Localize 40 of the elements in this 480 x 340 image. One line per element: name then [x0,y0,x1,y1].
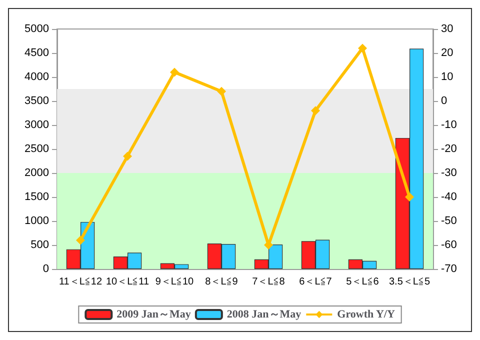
y2-tick-label: 10 [441,71,454,83]
point [123,152,132,161]
x-tick-label: 7＜L≦8 [252,276,286,288]
point [311,106,320,116]
point [405,192,414,202]
y-tick-label: 5000 [24,23,49,35]
x-tick-label: 11＜L≦12 [58,276,102,288]
legend-label: 2008 Jan～May [226,308,302,320]
y2-tick-label: -60 [441,239,457,251]
point [76,236,85,245]
x-tick-label: 3.5＜L≦5 [388,276,430,288]
y2-tick-label: 20 [441,47,454,59]
y2-tick-label: -40 [441,191,457,203]
y-tick-label: 500 [30,239,49,251]
y2-tick-label: -10 [441,119,457,131]
y-tick-label: 3000 [24,119,49,131]
y2-tick-label: 0 [441,95,448,107]
x-tick-label: 10＜L≦11 [106,276,150,288]
y-tick-label: 0 [42,263,49,275]
y2-tick-label: -20 [441,143,457,155]
point [170,68,179,77]
y-tick-label: 3500 [24,95,49,107]
y-tick-label: 1000 [24,215,49,227]
x-tick-label: 9＜L≦10 [155,276,194,288]
y-tick-label: 1500 [24,191,49,203]
y-tick-label: 2500 [24,143,49,155]
legend-label: Growth Y/Y [337,308,395,320]
y2-tick-label: 30 [441,23,454,35]
y-tick-label: 4000 [24,71,49,83]
point [358,44,367,53]
x-tick-label: 5＜L≦6 [346,276,380,288]
y2-tick-label: -30 [441,167,457,179]
y-tick-label: 2000 [24,167,49,179]
y-tick-label: 4500 [24,47,49,59]
x-tick-label: 6＜L≦7 [299,276,332,288]
y2-tick-label: -70 [441,263,457,275]
point [217,86,226,96]
y2-tick-label: -50 [441,215,457,227]
legend-label: 2009 Jan～May [116,308,192,320]
x-tick-label: 8＜L≦9 [205,276,238,288]
